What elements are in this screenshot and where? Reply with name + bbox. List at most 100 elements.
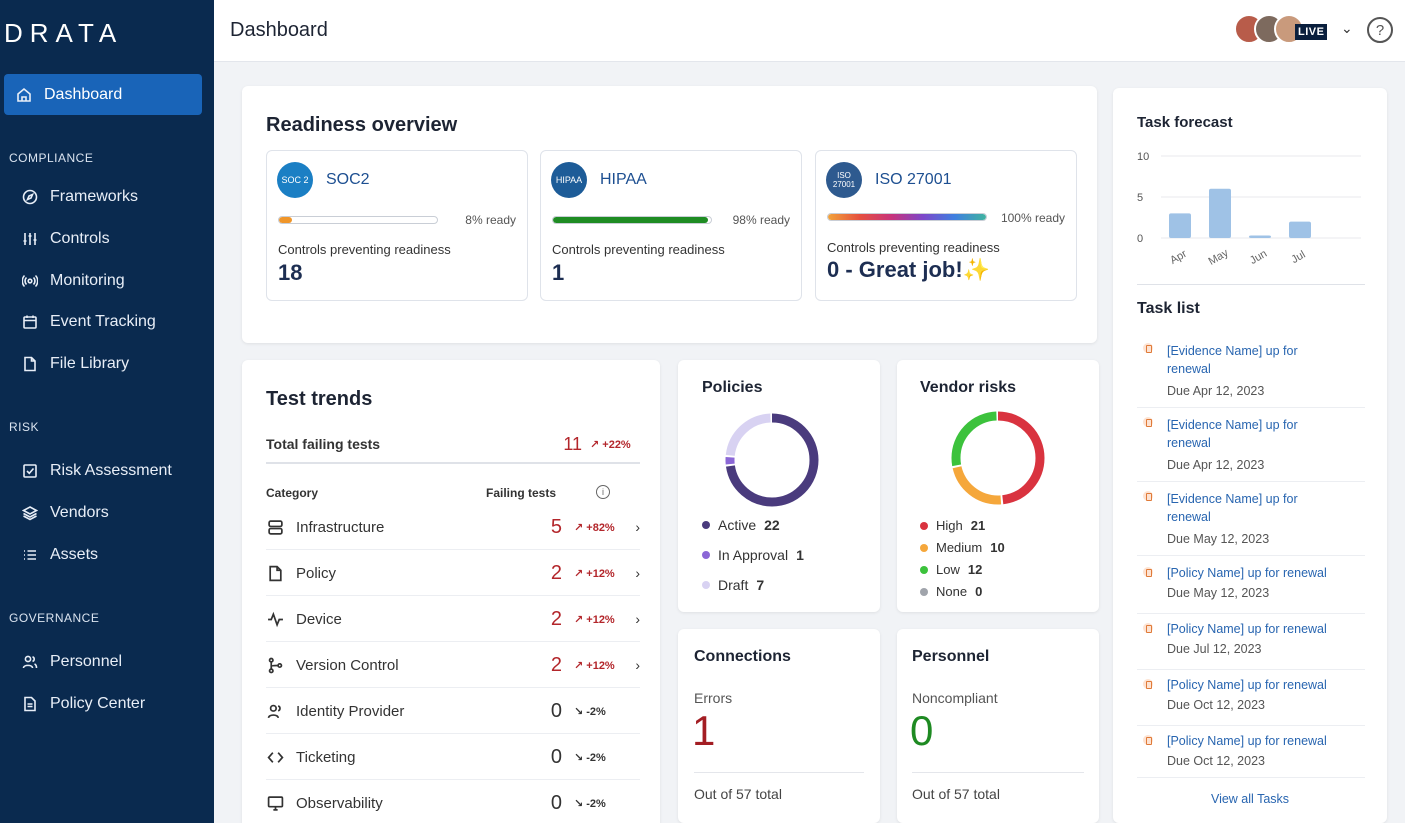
people-icon xyxy=(266,702,284,720)
vendor-risks-card[interactable]: Vendor risks High 21 Medium 10 Low 12 None 0 xyxy=(897,360,1099,612)
task-item[interactable]: [Policy Name] up for renewal Due May 12,… xyxy=(1137,562,1365,614)
legend-dot xyxy=(702,551,710,559)
legend-label: Medium xyxy=(936,540,983,555)
divider xyxy=(694,772,864,773)
live-users[interactable] xyxy=(1234,14,1304,44)
chevron-right-icon[interactable]: › xyxy=(635,611,640,627)
framework-card-hipaa[interactable]: HIPAA HIPAA 98% ready Controls preventin… xyxy=(540,150,802,301)
policies-card[interactable]: Policies Active 22 In Approval 1 Draft 7 xyxy=(678,360,880,612)
y-tick-label: 10 xyxy=(1137,151,1149,163)
personnel-card[interactable]: Personnel Noncompliant 0 Out of 57 total xyxy=(897,629,1099,823)
layers-icon xyxy=(22,505,38,521)
test-trends-card: Test trends Total failing tests 11 ↗ +22… xyxy=(242,360,660,823)
x-tick-label: Apr xyxy=(1168,248,1189,267)
broadcast-icon xyxy=(22,273,38,289)
y-tick-label: 5 xyxy=(1137,192,1143,204)
legend-label: Low xyxy=(936,562,960,577)
sidebar-item-file-library[interactable]: File Library xyxy=(22,352,129,376)
legend-dot xyxy=(702,581,710,589)
sidebar-item-controls[interactable]: Controls xyxy=(22,227,110,251)
total-label: Out of 57 total xyxy=(912,786,1000,802)
section-title-governance: GOVERNANCE xyxy=(9,611,100,625)
chevron-right-icon[interactable]: › xyxy=(635,565,640,581)
legend-label: None xyxy=(936,584,968,599)
task-link[interactable]: [Policy Name] up for renewal xyxy=(1167,566,1327,580)
legend-value: 21 xyxy=(970,518,986,533)
readiness-percent: 98% ready xyxy=(732,213,790,227)
table-row[interactable]: Infrastructure 5 ↗ +82% › xyxy=(266,505,640,550)
task-link[interactable]: [Policy Name] up for renewal xyxy=(1167,622,1327,636)
task-item[interactable]: [Evidence Name] up for renewal Due Apr 1… xyxy=(1137,338,1365,408)
controls-preventing-count: 1 xyxy=(552,260,565,285)
task-item[interactable]: [Evidence Name] up for renewal Due Apr 1… xyxy=(1137,412,1365,482)
chevron-down-icon[interactable]: ⌄ xyxy=(1341,20,1353,36)
evidence-icon xyxy=(1143,491,1153,501)
task-item[interactable]: [Policy Name] up for renewal Due Oct 12,… xyxy=(1137,674,1365,726)
failing-count: 2 xyxy=(550,607,562,630)
readiness-overview-card: Readiness overview SOC 2 SOC2 8% ready C… xyxy=(242,86,1097,343)
card-title: Readiness overview xyxy=(266,114,458,136)
legend-item-draft: Draft 7 xyxy=(702,577,764,593)
home-icon xyxy=(16,87,32,103)
sidebar-item-policy-center[interactable]: Policy Center xyxy=(22,692,145,716)
controls-preventing-count: 18 xyxy=(278,260,303,285)
category-label: Observability xyxy=(296,795,383,812)
people-icon xyxy=(22,654,38,670)
sidebar-item-event-tracking[interactable]: Event Tracking xyxy=(22,310,156,334)
task-due-date: Due Jul 12, 2023 xyxy=(1167,642,1262,656)
task-link[interactable]: [Policy Name] up for renewal xyxy=(1167,678,1327,692)
controls-preventing-label: Controls preventing readiness xyxy=(278,242,451,257)
iso-badge-icon: ISO 27001 xyxy=(826,162,862,198)
category-label: Infrastructure xyxy=(296,518,385,536)
sidebar-item-frameworks[interactable]: Frameworks xyxy=(22,185,138,209)
task-link[interactable]: [Evidence Name] up for renewal xyxy=(1167,344,1298,376)
sidebar-item-risk-assessment[interactable]: Risk Assessment xyxy=(22,459,172,483)
task-item[interactable]: [Policy Name] up for renewal Due Oct 12,… xyxy=(1137,730,1365,778)
total-failing-trend: ↗ +22% xyxy=(590,438,631,451)
failing-trend: ↗ +12% xyxy=(574,613,615,626)
framework-name: ISO 27001 xyxy=(875,171,952,188)
evidence-icon xyxy=(1143,343,1153,353)
readiness-progress-fill xyxy=(828,214,986,220)
drata-logo[interactable]: DRATA xyxy=(4,18,124,48)
forecast-bar-jul xyxy=(1289,221,1311,238)
legend-item-in-approval: In Approval 1 xyxy=(702,547,804,563)
readiness-percent: 8% ready xyxy=(465,213,516,227)
pulse-icon xyxy=(266,610,284,628)
view-all-tasks-link[interactable]: View all Tasks xyxy=(1210,792,1290,806)
help-icon[interactable]: ? xyxy=(1367,17,1393,43)
server-icon xyxy=(266,518,284,536)
framework-name: SOC2 xyxy=(326,171,370,188)
task-link[interactable]: [Evidence Name] up for renewal xyxy=(1167,492,1298,524)
sidebar-item-vendors[interactable]: Vendors xyxy=(22,501,109,525)
sidebar-item-assets[interactable]: Assets xyxy=(22,543,98,567)
chevron-right-icon[interactable]: › xyxy=(635,519,640,535)
connections-card[interactable]: Connections Errors 1 Out of 57 total xyxy=(678,629,880,823)
sidebar-item-monitoring[interactable]: Monitoring xyxy=(22,269,125,293)
table-row: Identity Provider 0 ↘ -2% xyxy=(266,689,640,734)
framework-card-iso27001[interactable]: ISO 27001 ISO 27001 100% ready Controls … xyxy=(815,150,1077,301)
category-label: Policy xyxy=(296,564,337,582)
legend-value: 12 xyxy=(967,562,983,577)
readiness-progress-bar xyxy=(278,216,438,224)
task-link[interactable]: [Evidence Name] up for renewal xyxy=(1167,418,1298,450)
failing-count: 5 xyxy=(550,515,562,538)
sidebar-item-dashboard[interactable]: Dashboard xyxy=(4,74,202,115)
framework-card-soc2[interactable]: SOC 2 SOC2 8% ready Controls preventing … xyxy=(266,150,528,301)
table-row[interactable]: Device 2 ↗ +12% › xyxy=(266,597,640,642)
task-item[interactable]: [Evidence Name] up for renewal Due May 1… xyxy=(1137,486,1365,556)
controls-preventing-label: Controls preventing readiness xyxy=(827,240,1000,255)
list-icon xyxy=(22,547,38,563)
chevron-right-icon[interactable]: › xyxy=(635,657,640,673)
file-icon xyxy=(22,356,38,372)
checkbox-icon xyxy=(22,463,38,479)
task-item[interactable]: [Policy Name] up for renewal Due Jul 12,… xyxy=(1137,618,1365,670)
info-icon[interactable]: i xyxy=(596,485,610,499)
sidebar-item-personnel[interactable]: Personnel xyxy=(22,650,122,674)
legend-dot xyxy=(702,521,710,529)
table-row[interactable]: Version Control 2 ↗ +12% › xyxy=(266,643,640,688)
total-failing-label: Total failing tests xyxy=(266,436,381,452)
task-link[interactable]: [Policy Name] up for renewal xyxy=(1167,734,1327,748)
table-row[interactable]: Policy 2 ↗ +12% › xyxy=(266,551,640,596)
policy-icon xyxy=(1143,567,1153,577)
